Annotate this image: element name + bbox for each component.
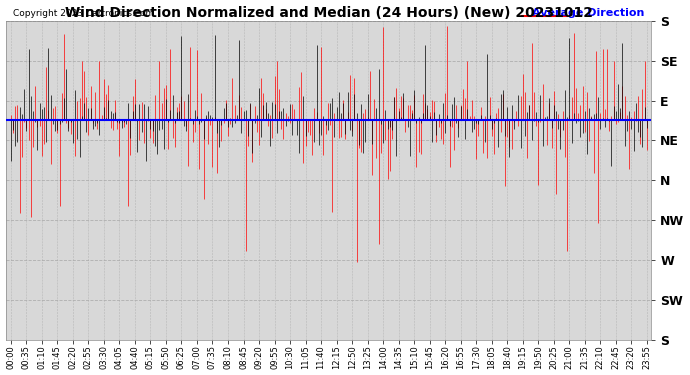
Title: Wind Direction Normalized and Median (24 Hours) (New) 20231012: Wind Direction Normalized and Median (24…: [65, 6, 593, 20]
Text: Copyright 2023 Cartronics.com: Copyright 2023 Cartronics.com: [13, 9, 154, 18]
Text: Average Direction: Average Direction: [533, 8, 645, 18]
